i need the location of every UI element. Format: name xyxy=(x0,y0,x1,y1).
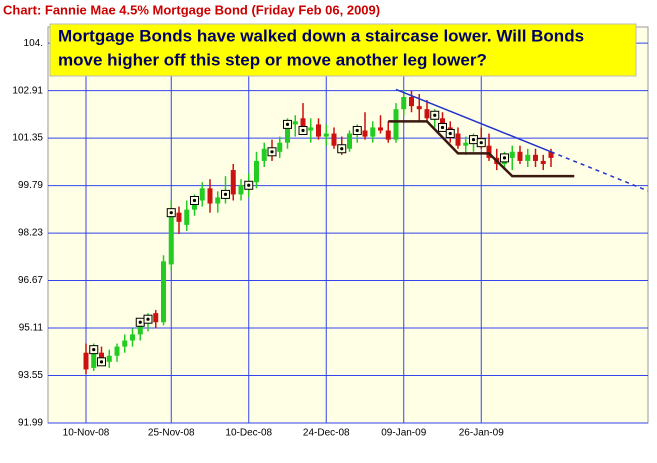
candle-body xyxy=(285,124,290,143)
candle-body xyxy=(533,154,538,161)
candle-body xyxy=(409,97,414,107)
y-tick-label: 96.67 xyxy=(18,275,43,286)
signal-dot xyxy=(340,147,344,151)
y-tick-label: 91.99 xyxy=(18,418,43,429)
candle-body xyxy=(548,151,554,158)
plot-area xyxy=(47,26,649,424)
y-tick-label: 104. xyxy=(24,38,43,49)
candle-body xyxy=(378,127,383,131)
candle-body xyxy=(207,188,213,204)
trend-line xyxy=(395,88,552,153)
candle-body xyxy=(106,355,112,362)
candle-body xyxy=(254,160,259,183)
candle-body xyxy=(323,133,329,137)
chart-title: Chart: Fannie Mae 4.5% Mortgage Bond (Fr… xyxy=(3,2,380,17)
candle-body xyxy=(316,124,321,137)
candle-body xyxy=(130,334,135,341)
candle-body xyxy=(517,151,523,161)
y-tick-label: 102.91 xyxy=(12,85,43,96)
staircase-line xyxy=(388,120,575,178)
candle-body xyxy=(238,185,244,195)
annotation-line: Mortgage Bonds have walked down a stairc… xyxy=(58,26,584,45)
candle-body xyxy=(347,133,352,149)
signal-dot xyxy=(270,150,274,154)
y-tick-label: 93.55 xyxy=(18,370,43,381)
candle-body xyxy=(486,145,492,158)
candle-body xyxy=(91,349,97,368)
annotation-box xyxy=(49,23,637,77)
candle-body xyxy=(277,142,283,152)
candle-body xyxy=(168,212,174,265)
candle-body xyxy=(176,212,182,222)
signal-dot xyxy=(440,125,445,130)
candle-body xyxy=(99,352,104,362)
candle-body xyxy=(192,200,197,210)
candle-body xyxy=(199,188,205,201)
y-tick-label: 95.11 xyxy=(19,323,44,334)
candle-body xyxy=(292,121,298,125)
x-tick-label: 25-Nov-08 xyxy=(148,428,195,439)
signal-dot xyxy=(479,141,483,145)
candle-body xyxy=(215,197,221,204)
y-tick-label: 101.35 xyxy=(12,133,43,144)
candle-body xyxy=(300,118,306,131)
y-tick-label: 98.23 xyxy=(18,228,43,239)
trend-extension xyxy=(550,151,649,192)
marks xyxy=(83,88,649,374)
signal-dot xyxy=(169,211,173,215)
candle-body xyxy=(362,130,368,137)
candle-body xyxy=(230,170,236,195)
candle-body xyxy=(540,160,546,164)
candle-body xyxy=(393,109,399,140)
signal-dot xyxy=(223,192,228,197)
candle-body xyxy=(440,118,445,128)
signal-dot xyxy=(448,131,452,136)
candle-body xyxy=(385,130,391,140)
candle-body xyxy=(455,133,461,146)
annotation-line: move higher off this step or move anothe… xyxy=(58,50,487,69)
candle-body xyxy=(261,148,267,161)
signal-dot xyxy=(99,360,104,364)
signal-dot xyxy=(146,317,150,321)
candle-body xyxy=(525,154,531,161)
candle-body xyxy=(331,133,337,146)
x-tick-label: 10-Dec-08 xyxy=(225,428,272,439)
signal-dot xyxy=(502,156,507,160)
signal-dot xyxy=(301,128,305,133)
candle-body xyxy=(463,142,469,146)
y-tick-label: 99.79 xyxy=(18,180,43,191)
x-tick-label: 24-Dec-08 xyxy=(303,428,350,439)
candle-body xyxy=(137,322,143,335)
candle-body xyxy=(161,261,166,323)
candle-body xyxy=(308,127,314,131)
candle-body xyxy=(370,127,376,137)
candle-body xyxy=(401,97,407,110)
signal-dot xyxy=(471,138,476,142)
signal-dot xyxy=(433,113,437,117)
signal-dot xyxy=(285,122,290,127)
candle-body xyxy=(153,313,159,323)
x-tick-label: 10-Nov-08 xyxy=(63,428,110,439)
x-tick-label: 26-Jan-09 xyxy=(459,428,504,439)
signal-dot xyxy=(192,198,197,203)
candle-body xyxy=(122,340,128,347)
candle-body xyxy=(416,106,422,110)
candle-body xyxy=(114,346,120,356)
candle-body xyxy=(424,109,430,119)
candle-body xyxy=(184,209,190,225)
candle-body xyxy=(509,151,515,158)
x-tick-label: 09-Jan-09 xyxy=(381,428,426,439)
signal-dot xyxy=(247,183,251,187)
signal-dot xyxy=(138,320,142,324)
signal-dot xyxy=(355,128,359,133)
candle-body xyxy=(83,352,89,370)
signal-dot xyxy=(92,348,96,352)
